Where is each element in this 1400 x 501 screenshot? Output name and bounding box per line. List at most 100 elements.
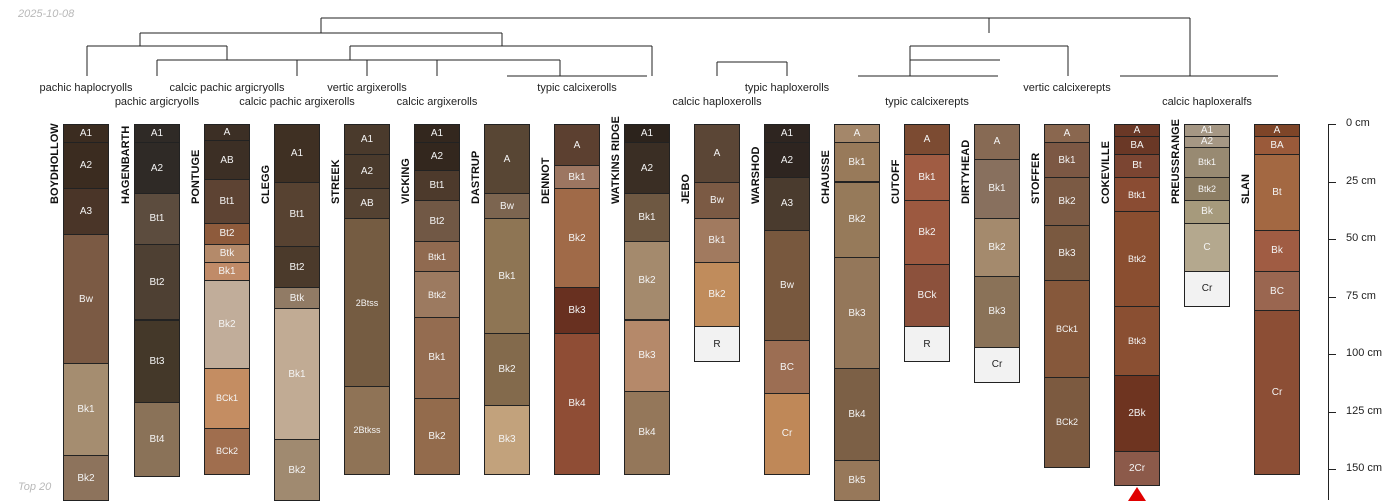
- depth-axis-line: [1328, 124, 1329, 500]
- horizon: Cr: [764, 393, 810, 475]
- horizon: Bk1: [624, 193, 670, 243]
- horizon: A: [904, 124, 950, 155]
- horizon: Bk4: [624, 390, 670, 475]
- horizon: Bt1: [134, 193, 180, 245]
- horizon: Bk3: [484, 404, 530, 475]
- horizon: A3: [63, 188, 109, 236]
- depth-tick: [1328, 239, 1336, 240]
- horizon: Bt2: [274, 245, 320, 289]
- horizon: Bk: [1184, 199, 1230, 224]
- horizon: BA: [1254, 135, 1300, 155]
- horizon: Bk1: [414, 317, 460, 399]
- horizon: A: [694, 124, 740, 183]
- horizon: A: [554, 124, 600, 167]
- taxon-label: pachic haplocryolls: [39, 82, 133, 94]
- horizon: Btk2: [1184, 176, 1230, 201]
- horizon: Bk2: [904, 199, 950, 266]
- profile-name: CUTOFF: [890, 159, 902, 204]
- horizon: Bw: [764, 229, 810, 342]
- horizon: A1: [134, 124, 180, 144]
- horizon: Bt1: [204, 179, 250, 224]
- horizon: Btk1: [414, 241, 460, 273]
- taxon-label: typic calcixerepts: [885, 96, 969, 108]
- horizon: Cr: [1254, 310, 1300, 475]
- horizon: BCk: [904, 264, 950, 328]
- horizon: A: [484, 124, 530, 194]
- depth-tick: [1328, 354, 1336, 355]
- horizon: A2: [764, 142, 810, 178]
- horizon: A1: [764, 124, 810, 144]
- horizon: BC: [1254, 271, 1300, 312]
- profile-name: DENNOT: [540, 157, 552, 204]
- horizon: BCk2: [204, 427, 250, 475]
- horizon: Bk3: [624, 319, 670, 392]
- depth-tick-label: 0 cm: [1346, 117, 1370, 129]
- horizon: Bk2: [624, 241, 670, 321]
- horizon: Bk1: [834, 142, 880, 183]
- horizon: Bk2: [484, 333, 530, 406]
- horizon: A: [1044, 124, 1090, 144]
- horizon: Bk2: [414, 397, 460, 475]
- horizon: Btk: [204, 243, 250, 263]
- depth-tick: [1328, 411, 1336, 413]
- taxon-label: pachic argicryolls: [114, 96, 200, 108]
- profile-name: PONTUGE: [190, 149, 202, 204]
- horizon: Bk2: [834, 181, 880, 259]
- profile-name: CHAUSSE: [820, 150, 832, 204]
- horizon: A1: [414, 124, 460, 144]
- horizon: Btk2: [414, 271, 460, 319]
- depth-tick-label: 100 cm: [1346, 347, 1383, 359]
- depth-tick-label: 25 cm: [1346, 174, 1376, 187]
- horizon: 2Bk: [1114, 374, 1160, 452]
- horizon: Bt2: [414, 199, 460, 243]
- horizon: 2Btss: [344, 218, 390, 388]
- horizon: A: [834, 124, 880, 144]
- taxon-label: vertic calcixerepts: [1023, 82, 1111, 94]
- profile-name: CLEGG: [260, 164, 272, 204]
- taxon-label: calcic argixerolls: [396, 96, 478, 108]
- dendrogram: [86, 17, 1278, 77]
- horizon: BCk2: [1044, 377, 1090, 468]
- horizon: A: [204, 124, 250, 142]
- horizon: A1: [344, 124, 390, 155]
- horizon: A3: [764, 176, 810, 231]
- horizon: 2Btkss: [344, 386, 390, 475]
- profile-name: VICKING: [400, 158, 412, 204]
- taxon-label: calcic haploxerolls: [672, 96, 762, 108]
- horizon: A1: [63, 124, 109, 144]
- horizon: Bk2: [204, 280, 250, 369]
- depth-tick-label: 50 cm: [1346, 232, 1376, 244]
- profile-name: DASTRUP: [470, 150, 482, 204]
- horizon: 2Cr: [1114, 450, 1160, 487]
- horizon: Bk5: [834, 459, 880, 501]
- horizon: A1: [274, 124, 320, 183]
- horizon: Bk4: [834, 367, 880, 461]
- horizon: Bt1: [274, 181, 320, 247]
- depth-tick: [1328, 124, 1336, 125]
- horizon: Bk4: [554, 333, 600, 475]
- depth-tick: [1328, 469, 1336, 470]
- profile-name: DIRTYHEAD: [960, 139, 972, 204]
- profile-name: WATKINS RIDGE: [610, 116, 622, 204]
- profile-name: BOYDHOLLOW: [49, 123, 61, 204]
- depth-tick: [1328, 296, 1336, 298]
- depth-tick-label: 150 cm: [1346, 462, 1383, 474]
- horizon: Bt2: [134, 243, 180, 321]
- taxon-label: calcic pachic argixerolls: [239, 96, 355, 108]
- profile-name: STREEK: [330, 159, 342, 204]
- depth-tick-label: 125 cm: [1346, 404, 1383, 417]
- taxon-label: typic calcixerolls: [537, 82, 617, 94]
- taxon-label: vertic argixerolls: [327, 82, 407, 94]
- horizon: Btk1: [1184, 147, 1230, 178]
- horizon: R: [694, 326, 740, 362]
- horizon: R: [904, 326, 950, 362]
- horizon: Bk: [1254, 229, 1300, 273]
- horizon: Btk3: [1114, 305, 1160, 376]
- horizon: BA: [1114, 135, 1160, 155]
- profile-name: WARSHOD: [750, 146, 762, 204]
- depth-tick: [1328, 181, 1336, 183]
- horizon: Bk3: [974, 275, 1020, 349]
- horizon: A: [974, 124, 1020, 160]
- horizon: Cr: [1184, 271, 1230, 307]
